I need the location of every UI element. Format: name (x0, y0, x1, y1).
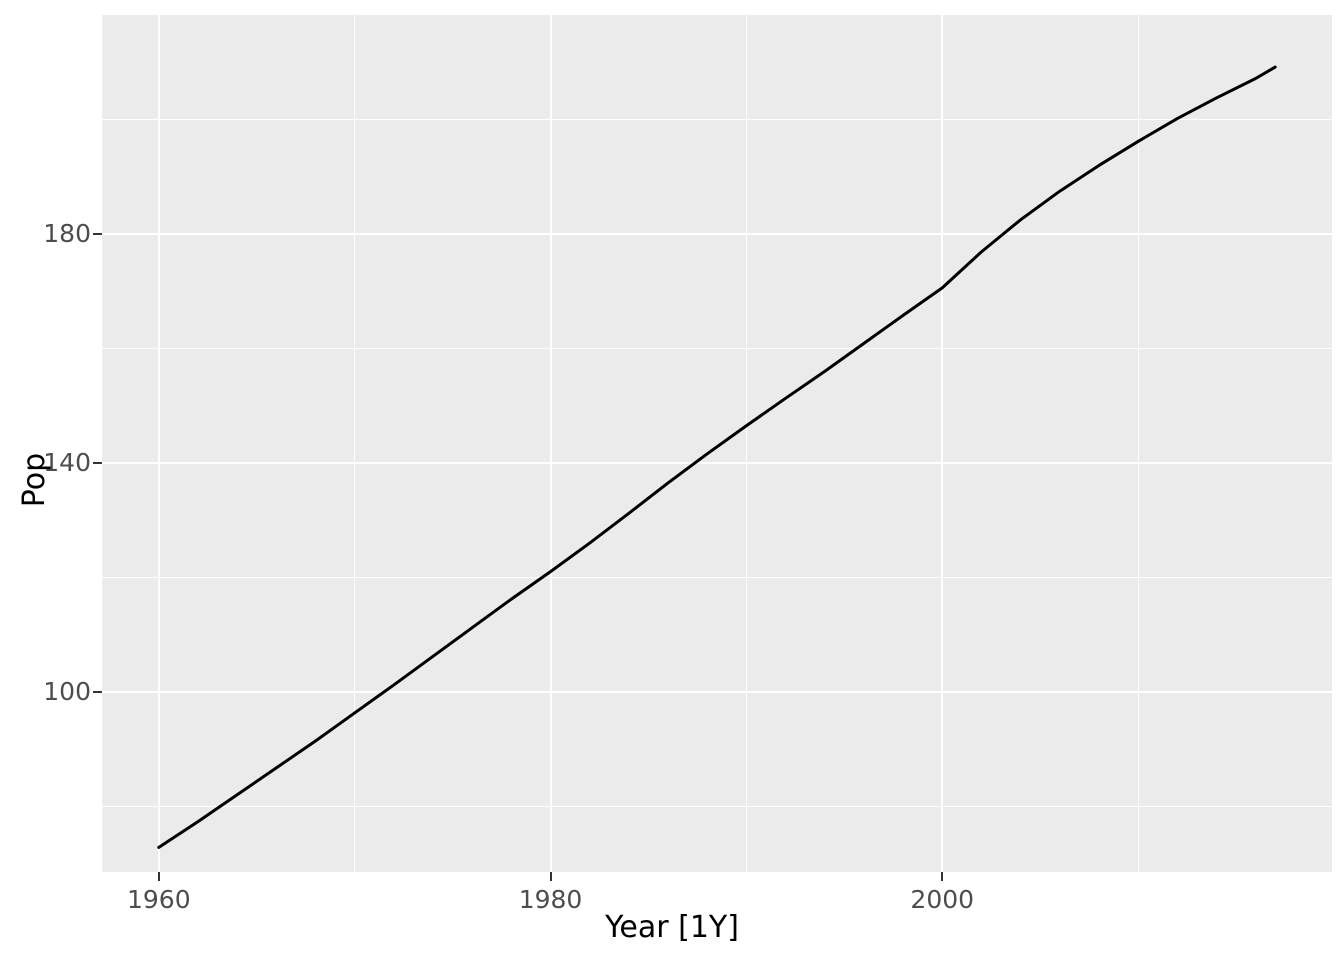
gridline-minor-vertical (354, 15, 356, 872)
plot-panel (102, 15, 1332, 872)
x-tick-mark (941, 872, 944, 881)
x-axis-title: Year [1Y] (605, 910, 739, 945)
y-tick-mark (93, 461, 102, 464)
gridline-major-vertical (157, 15, 160, 872)
x-tick-label: 2000 (910, 885, 975, 914)
population-line (157, 65, 1277, 849)
gridline-minor-horizontal (102, 805, 1332, 807)
gridline-minor-vertical (745, 15, 747, 872)
y-tick-label: 100 (43, 676, 91, 706)
y-tick-label: 140 (43, 447, 91, 477)
y-tick-label: 180 (43, 219, 91, 249)
x-tick-mark (549, 872, 552, 881)
line-series-layer (157, 65, 1277, 849)
gridline-minor-vertical (1137, 15, 1139, 872)
gridline-major-horizontal (102, 690, 1332, 693)
gridline-major-horizontal (102, 461, 1332, 464)
x-tick-label: 1960 (126, 885, 191, 914)
y-tick-mark (93, 690, 102, 693)
x-tick-mark (157, 872, 160, 881)
gridline-minor-horizontal (102, 348, 1332, 350)
gridline-major-vertical (549, 15, 552, 872)
y-axis-title: Pop (17, 452, 53, 508)
x-tick-label: 1980 (518, 885, 583, 914)
y-tick-mark (93, 233, 102, 236)
gridline-minor-horizontal (102, 119, 1332, 121)
gridline-minor-horizontal (102, 576, 1332, 578)
gridline-major-vertical (941, 15, 944, 872)
gridline-major-horizontal (102, 233, 1332, 236)
